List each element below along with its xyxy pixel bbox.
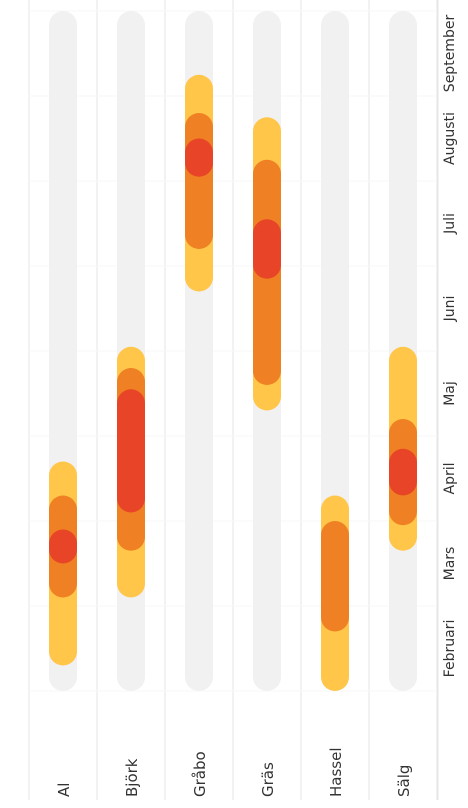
bar-Gräs-high xyxy=(253,219,281,279)
bar-Sälg-high xyxy=(389,448,417,496)
plant-label: Gräs xyxy=(259,762,277,797)
month-label: Maj xyxy=(442,381,458,406)
plant-label: Björk xyxy=(123,758,141,797)
bar-Al-high xyxy=(49,529,77,564)
month-label: Augusti xyxy=(442,112,458,165)
plant-label: Gråbo xyxy=(191,751,209,797)
bar-Gråbo-high xyxy=(185,138,213,177)
bar-Björk-high xyxy=(117,389,145,513)
bar-Gråbo-medium xyxy=(185,113,213,249)
plant-labels: Al Björk Gråbo Gräs Hassel Sälg xyxy=(55,748,413,798)
month-label: Juni xyxy=(442,296,458,323)
plant-label: Sälg xyxy=(395,765,413,797)
month-axis-labels: Februari Mars April Maj Juni Juli Augusti Septe… xyxy=(442,15,458,678)
plant-label: Al xyxy=(55,783,73,797)
month-label: April xyxy=(442,463,458,495)
month-label: Juli xyxy=(442,213,458,235)
bar-Hassel-medium xyxy=(321,521,349,632)
pollen-bars xyxy=(49,74,417,691)
plant-label: Hassel xyxy=(327,748,345,798)
month-label: Mars xyxy=(442,547,458,581)
month-gridlines xyxy=(28,0,439,800)
month-label: September xyxy=(442,15,458,93)
month-label: Februari xyxy=(442,620,458,678)
